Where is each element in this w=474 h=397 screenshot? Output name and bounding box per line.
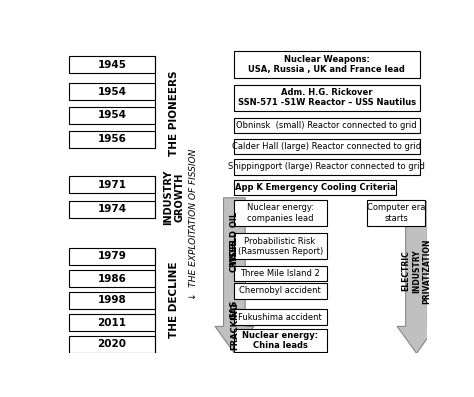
Text: CRISES: CRISES [230,239,239,272]
Text: Computer era
starts: Computer era starts [367,204,426,223]
Text: 1954: 1954 [98,110,127,120]
Text: ELECTRIC
INDUSTRY
PRIVATIZATION: ELECTRIC INDUSTRY PRIVATIZATION [401,238,431,304]
FancyBboxPatch shape [234,266,327,281]
Text: 1998: 1998 [98,295,127,305]
Text: 1986: 1986 [98,274,127,283]
Text: Three Mile Island 2: Three Mile Island 2 [240,269,320,278]
FancyBboxPatch shape [367,200,426,226]
Polygon shape [215,198,254,353]
FancyBboxPatch shape [69,56,155,73]
Text: Nuclear energy:
companies lead: Nuclear energy: companies lead [246,204,314,223]
Text: Nuclear energy:
China leads: Nuclear energy: China leads [242,331,318,350]
FancyBboxPatch shape [234,309,327,325]
Text: THE PIONEERS: THE PIONEERS [169,70,179,156]
FancyBboxPatch shape [234,180,396,195]
Text: 1979: 1979 [98,251,127,261]
FancyBboxPatch shape [69,107,155,124]
Text: Probabilistic Risk
(Rasmussen Report): Probabilistic Risk (Rasmussen Report) [237,237,323,256]
Text: 1974: 1974 [97,204,127,214]
FancyBboxPatch shape [234,233,327,259]
Text: 1971: 1971 [98,180,127,190]
Text: 2020: 2020 [98,339,127,349]
Text: 1954: 1954 [98,87,127,96]
Text: FRACKING: FRACKING [230,303,239,351]
FancyBboxPatch shape [69,131,155,148]
Text: Obninsk  (small) Reactor connected to grid: Obninsk (small) Reactor connected to gri… [237,121,417,130]
FancyBboxPatch shape [69,201,155,218]
FancyBboxPatch shape [234,159,419,175]
Text: Nuclear Weapons:
USA, Russia , UK and France lead: Nuclear Weapons: USA, Russia , UK and Fr… [248,55,405,74]
Text: App K Emergency Cooling Criteria: App K Emergency Cooling Criteria [235,183,395,192]
Text: WORLD OIL: WORLD OIL [230,212,239,265]
Text: Adm. H.G. Rickover
SSN-571 -S1W Reactor – USS Nautilus: Adm. H.G. Rickover SSN-571 -S1W Reactor … [237,88,416,108]
FancyBboxPatch shape [234,283,327,299]
Text: 1956: 1956 [98,134,127,144]
FancyBboxPatch shape [234,200,327,226]
FancyBboxPatch shape [69,83,155,100]
Polygon shape [397,202,436,353]
Text: 1945: 1945 [98,60,127,69]
FancyBboxPatch shape [69,176,155,193]
Text: Shippingport (large) Reactor connected to grid: Shippingport (large) Reactor connected t… [228,162,425,172]
FancyBboxPatch shape [69,270,155,287]
Text: Calder Hall (large) Reactor connected to grid: Calder Hall (large) Reactor connected to… [232,142,421,151]
FancyBboxPatch shape [234,329,327,352]
FancyBboxPatch shape [69,335,155,353]
FancyBboxPatch shape [234,52,419,78]
Text: 2011: 2011 [98,318,127,328]
FancyBboxPatch shape [234,85,419,111]
Text: INDUSTRY
GROWTH: INDUSTRY GROWTH [163,170,185,225]
FancyBboxPatch shape [234,139,419,154]
Text: THE DECLINE: THE DECLINE [169,262,179,339]
Text: GAS: GAS [230,300,239,319]
Text: Chernobyl accident: Chernobyl accident [239,287,321,295]
Text: Fukushima accident: Fukushima accident [238,313,322,322]
FancyBboxPatch shape [69,292,155,309]
FancyBboxPatch shape [69,314,155,331]
Text: ↓  THE EXPLOITATION OF FISSION: ↓ THE EXPLOITATION OF FISSION [189,149,198,301]
FancyBboxPatch shape [234,118,419,133]
FancyBboxPatch shape [69,248,155,265]
